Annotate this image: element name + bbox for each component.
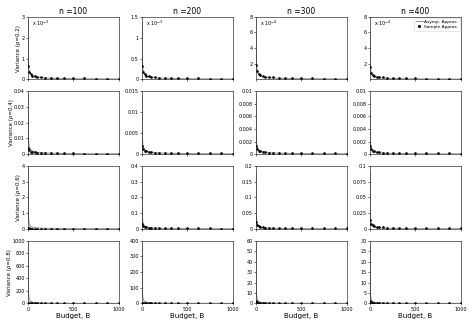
Title: n =300: n =300 [287, 7, 316, 16]
X-axis label: Budget, B: Budget, B [56, 313, 91, 319]
Text: x 10$^{-4}$: x 10$^{-4}$ [374, 19, 392, 28]
Legend: Asymp. Approx., Sample Approx.: Asymp. Approx., Sample Approx. [414, 18, 460, 31]
Y-axis label: Variance (ρ=0.2): Variance (ρ=0.2) [16, 25, 21, 71]
Title: n =200: n =200 [173, 7, 201, 16]
Y-axis label: Variance (ρ=0.6): Variance (ρ=0.6) [16, 174, 21, 221]
Y-axis label: Variance (ρ=0.4): Variance (ρ=0.4) [9, 99, 14, 146]
X-axis label: Budget, B: Budget, B [398, 313, 432, 319]
Text: x 10$^{-4}$: x 10$^{-4}$ [260, 19, 278, 28]
Title: n =400: n =400 [401, 7, 429, 16]
X-axis label: Budget, B: Budget, B [170, 313, 204, 319]
X-axis label: Budget, B: Budget, B [284, 313, 319, 319]
Title: n =100: n =100 [59, 7, 88, 16]
Text: x 10$^{-3}$: x 10$^{-3}$ [146, 19, 164, 28]
Text: x 10$^{-3}$: x 10$^{-3}$ [32, 19, 50, 28]
Y-axis label: Variance (ρ=0.8): Variance (ρ=0.8) [7, 249, 12, 296]
